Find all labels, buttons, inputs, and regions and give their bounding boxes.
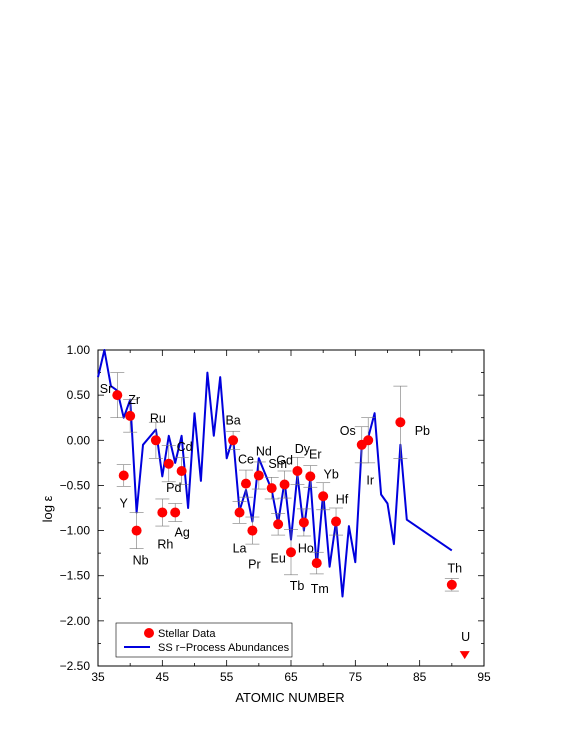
data-point-sm	[266, 483, 277, 494]
data-point-la	[234, 507, 245, 518]
data-point-gd	[279, 479, 290, 490]
data-point-dy	[292, 465, 303, 476]
data-point-sr	[112, 390, 123, 401]
x-tick-label: 65	[284, 670, 298, 684]
data-point-ce	[240, 478, 251, 489]
element-label-nb: Nb	[133, 554, 149, 568]
data-point-zr	[125, 410, 136, 421]
element-label-tm: Tm	[311, 582, 329, 596]
data-point-ir	[363, 435, 374, 446]
legend-marker-stellar	[144, 628, 154, 638]
y-tick-label: 0.50	[67, 388, 91, 402]
element-label-pr: Pr	[248, 558, 261, 572]
element-label-ir: Ir	[366, 473, 374, 487]
x-tick-label: 85	[413, 670, 427, 684]
x-tick-label: 35	[91, 670, 105, 684]
element-label-ru: Ru	[150, 411, 166, 425]
element-label-gd: Gd	[276, 454, 293, 468]
element-label-la: La	[233, 542, 247, 556]
element-label-th: Th	[448, 562, 463, 576]
element-label-tb: Tb	[290, 579, 305, 593]
element-label-ce: Ce	[238, 453, 254, 467]
element-label-nd: Nd	[256, 444, 272, 458]
data-point-tm	[311, 558, 322, 569]
data-point-ag	[170, 507, 181, 518]
data-point-ru	[150, 435, 161, 446]
data-point-nb	[131, 525, 142, 536]
data-point-cd	[176, 465, 187, 476]
y-tick-label: −2.00	[60, 614, 91, 628]
y-tick-label: −1.00	[60, 524, 91, 538]
data-point-rh	[157, 507, 168, 518]
element-label-yb: Yb	[324, 467, 339, 481]
element-label-pb: Pb	[415, 424, 430, 438]
element-label-cd: Cd	[177, 440, 193, 454]
element-label-eu: Eu	[270, 551, 285, 565]
data-point-ba	[228, 435, 239, 446]
data-point-hf	[331, 516, 342, 527]
data-point-th	[446, 579, 457, 590]
data-point-nd	[253, 470, 264, 481]
upper-limit-marker-u	[459, 651, 470, 660]
frame-layer	[97, 349, 485, 667]
y-axis-title: log ε	[40, 495, 55, 522]
element-label-dy: Dy	[295, 442, 311, 456]
data-point-pb	[395, 417, 406, 428]
x-tick-label: 55	[220, 670, 234, 684]
data-point-y	[118, 470, 129, 481]
legend-label-stellar: Stellar Data	[158, 628, 216, 640]
element-label-ho: Ho	[298, 541, 314, 555]
element-label-ba: Ba	[225, 413, 240, 427]
legend: Stellar Data SS r−Process Abundances	[115, 622, 293, 658]
stellar-points-layer	[110, 372, 470, 660]
element-label-er: Er	[309, 447, 322, 461]
legend-box	[115, 622, 293, 658]
element-label-y: Y	[120, 496, 129, 510]
element-label-sr: Sr	[100, 382, 113, 396]
y-tick-label: −2.50	[60, 659, 91, 673]
data-point-yb	[318, 491, 329, 502]
x-tick-label: 95	[477, 670, 491, 684]
element-label-rh: Rh	[157, 538, 173, 552]
y-tick-label: 1.00	[67, 343, 91, 357]
data-point-tb	[286, 547, 296, 558]
element-label-ag: Ag	[175, 526, 190, 540]
x-tick-label: 75	[349, 670, 363, 684]
data-point-er	[305, 471, 316, 482]
plot-frame	[97, 349, 485, 667]
y-tick-label: 0.00	[67, 433, 91, 447]
y-tick-label: −1.50	[60, 569, 91, 583]
element-label-sm: Sm	[268, 457, 287, 471]
element-label-hf: Hf	[336, 493, 349, 507]
x-axis-title: ATOMIC NUMBER	[235, 690, 344, 705]
data-point-ho	[298, 517, 309, 528]
data-point-pd	[163, 458, 174, 469]
ticks-layer: 35 45 55 65 75 85 95 1.00 0.50 0.00 −0.50 −1.00 −1.5…	[60, 343, 491, 684]
element-label-u: U	[461, 630, 470, 644]
element-label-zr: Zr	[128, 393, 140, 407]
element-label-os: Os	[340, 424, 356, 438]
x-tick-label: 45	[156, 670, 170, 684]
data-point-pr	[247, 525, 258, 536]
element-label-pd: Pd	[166, 481, 181, 495]
legend-label-ss: SS r−Process Abundances	[158, 642, 290, 654]
y-tick-label: −0.50	[60, 478, 91, 492]
data-point-eu	[273, 519, 284, 530]
